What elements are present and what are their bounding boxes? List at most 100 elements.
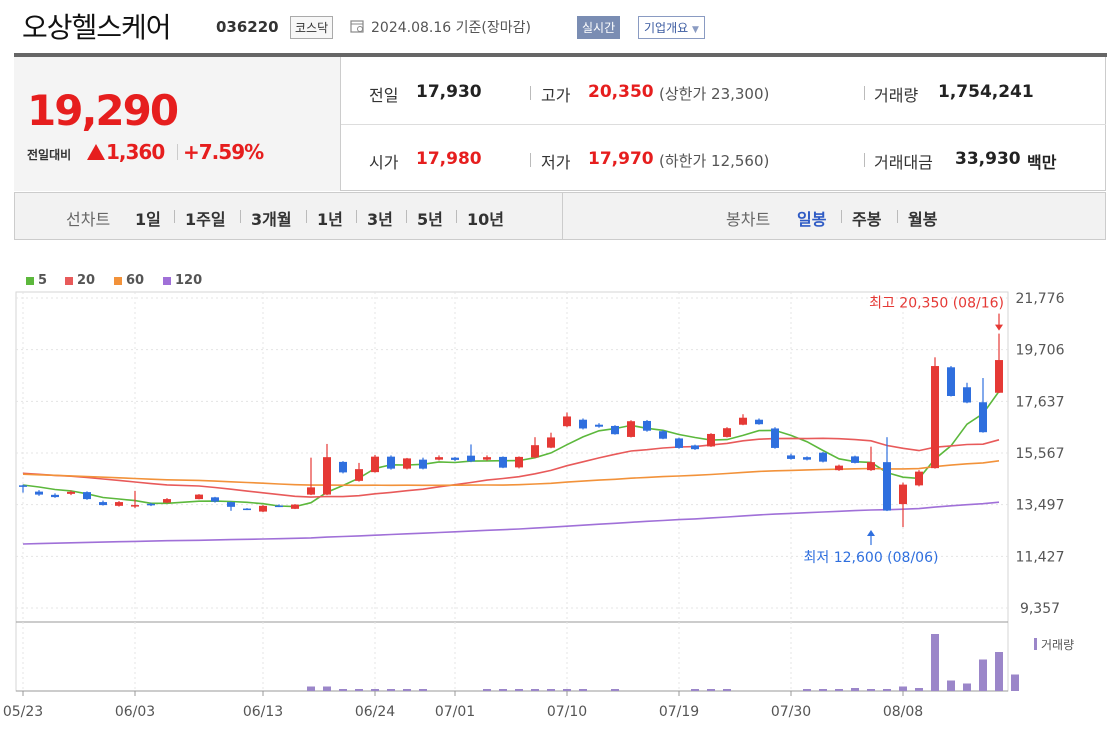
corp-info-label: 기업개요 [644,21,689,35]
x-tick-label: 06/13 [243,704,283,720]
candle-body [499,456,507,468]
period-1d[interactable]: 1일 [135,210,161,229]
candle-body [115,502,123,506]
volume-bar [579,689,587,691]
volume-bar [419,689,427,691]
candle-body [723,428,731,437]
x-tick-label: 07/19 [659,704,699,720]
top-divider [14,53,1107,57]
candle-body [579,419,587,429]
volume-bar [323,686,331,691]
candle-body [323,457,331,495]
volume-bar [931,634,939,691]
candle-body [35,491,43,495]
separator [174,210,175,223]
candle-body [259,505,267,512]
candle-body [931,366,939,469]
candle-body [963,387,971,403]
low-label: 저가 [541,153,571,172]
candle-body [307,487,315,495]
candle-body [835,465,843,471]
volume-bar [563,689,571,691]
high-arrow-head [995,324,1003,331]
corp-info-dropdown[interactable]: 기업개요 ▼ [638,16,705,39]
candle-body [659,431,667,439]
legend-swatch-ma120 [163,277,171,285]
separator [306,210,307,223]
volume-bar [867,689,875,691]
candle-body [771,428,779,448]
candle-body [707,433,715,447]
candle-body [867,462,875,471]
candle-weekly[interactable]: 주봉 [852,210,882,229]
prev-close-value: 17,930 [416,82,482,102]
basis-text: 기준(장마감) [455,20,531,36]
candle-body [403,458,411,469]
candle-body [211,497,219,502]
separator [864,86,865,100]
period-5y[interactable]: 5년 [417,210,443,229]
period-bar-divider [562,193,563,239]
as-of-date: 2024.08.16 기준(장마감) [371,17,531,37]
trade-amount-unit: 백만 [1027,153,1057,172]
calendar-icon [350,20,364,33]
period-1w[interactable]: 1주일 [185,210,226,229]
period-3m[interactable]: 3개월 [251,210,292,229]
separator [897,210,898,223]
candle-body [419,459,427,469]
period-10y[interactable]: 10년 [467,210,504,229]
price-chart[interactable]: 21,776 19,706 17,637 15,567 13,497 11,427 9,35… [0,285,1107,752]
candle-body [691,445,699,450]
candle-body [979,402,987,433]
volume-bar [307,686,315,691]
volume-bar [403,689,411,691]
x-tick-label: 08/08 [883,704,923,720]
volume-bar [1011,674,1019,691]
line-chart-label: 선차트 [66,210,111,229]
candle-body [643,420,651,431]
legend-ma20: 20 [77,273,96,288]
candle-body [819,452,827,462]
volume-bar [947,680,955,691]
period-3y[interactable]: 3년 [367,210,393,229]
high-label: 고가 [541,86,571,105]
company-name: 오상헬스케어 [22,11,172,44]
candle-body [755,419,763,425]
stock-code: 036220 [216,18,279,36]
legend-ma5: 5 [38,273,48,288]
change-amount: 1,360 [106,140,165,164]
volume-bar [963,683,971,691]
candle-daily[interactable]: 일봉 [797,210,827,229]
high-value: 20,350 [588,82,654,102]
candle-body [339,461,347,473]
y-tick-label: 19,706 [1016,343,1065,359]
volume-bar [883,689,891,691]
legend-ma120: 120 [175,273,203,288]
x-tick-label: 06/03 [115,704,155,720]
open-value: 17,980 [416,149,482,169]
candle-body [99,502,107,506]
volume-bar [371,689,379,691]
low-annotation: 최저 12,600 (08/06) [804,550,939,566]
separator [841,210,842,223]
candle-monthly[interactable]: 월봉 [908,210,938,229]
high-annotation: 최고 20,350 (08/16) [869,296,1004,312]
candle-body [531,445,539,458]
ma5-line [22,390,1000,508]
realtime-button[interactable]: 실시간 [577,16,621,39]
volume-bar [547,689,555,691]
period-1y[interactable]: 1년 [317,210,343,229]
legend-swatch-ma20 [65,277,73,285]
separator [356,210,357,223]
lower-limit: (하한가 12,560) [659,152,770,170]
candle-body [195,494,203,500]
x-tick-label: 07/30 [771,704,811,720]
volume-legend-label: 거래량 [1041,638,1074,652]
volume-bar [499,689,507,691]
row-divider [341,124,1106,125]
volume-bar [707,689,715,691]
candle-body [355,469,363,481]
volume-bar [691,689,699,691]
candle-body [739,417,747,425]
separator [406,210,407,223]
